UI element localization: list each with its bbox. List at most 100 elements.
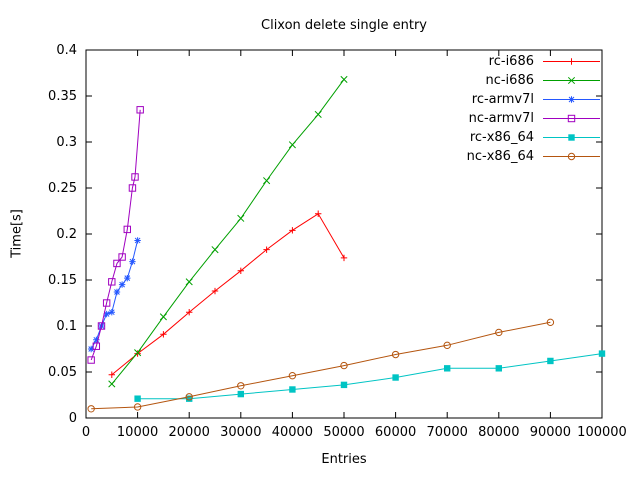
marker-asterisk bbox=[124, 275, 131, 282]
marker-plus bbox=[289, 227, 296, 234]
marker-square-open bbox=[131, 173, 139, 181]
series-line bbox=[137, 353, 603, 400]
marker-square-open bbox=[136, 106, 144, 114]
legend-label: nc-armv7l bbox=[468, 111, 534, 126]
y-tick-label: 0.35 bbox=[48, 89, 77, 104]
marker-cross bbox=[567, 76, 576, 85]
marker-plus bbox=[340, 254, 348, 262]
marker-cross bbox=[159, 313, 167, 321]
marker-cross bbox=[211, 246, 219, 254]
marker-circle-open bbox=[87, 405, 95, 413]
marker-asterisk bbox=[129, 258, 136, 265]
series-nc-armv7l bbox=[87, 106, 144, 364]
legend-item-rc-i686: rc-i686 bbox=[467, 52, 600, 71]
marker-cross bbox=[263, 177, 271, 185]
x-tick-label: 10000 bbox=[117, 425, 158, 440]
series-line bbox=[111, 79, 345, 385]
marker-cross bbox=[340, 75, 348, 83]
marker-asterisk bbox=[119, 281, 125, 288]
marker-plus bbox=[108, 371, 115, 378]
y-tick-label: 0.05 bbox=[48, 365, 77, 380]
legend-sample bbox=[543, 114, 600, 123]
marker-circle-open bbox=[546, 318, 555, 327]
marker-square-filled bbox=[134, 395, 141, 402]
marker-circle-open bbox=[288, 371, 297, 380]
marker-asterisk bbox=[108, 309, 115, 316]
marker-square-filled bbox=[568, 134, 575, 141]
series-rc-i686 bbox=[108, 210, 348, 378]
marker-square-filled bbox=[598, 350, 606, 357]
series-line bbox=[91, 321, 551, 410]
marker-square-open bbox=[118, 253, 126, 261]
marker-square-filled bbox=[392, 374, 399, 381]
marker-square-open bbox=[92, 342, 101, 350]
y-tick-label: 0.3 bbox=[56, 135, 77, 150]
marker-circle-open bbox=[133, 403, 142, 411]
marker-square-open bbox=[102, 299, 111, 307]
legend-label: rc-armv7l bbox=[471, 92, 534, 107]
marker-square-filled bbox=[444, 365, 451, 372]
x-tick-label: 20000 bbox=[169, 425, 210, 440]
x-tick-label: 50000 bbox=[323, 425, 364, 440]
marker-circle-open bbox=[567, 152, 576, 161]
legend-sample bbox=[543, 76, 600, 85]
marker-cross bbox=[314, 110, 322, 118]
legend-item-nc-i686: nc-i686 bbox=[467, 71, 600, 90]
marker-cross bbox=[185, 278, 193, 286]
marker-plus bbox=[568, 58, 575, 65]
y-tick-label: 0.2 bbox=[56, 227, 77, 242]
x-tick-label: 60000 bbox=[375, 425, 416, 440]
legend-item-rc-x86_64: rc-x86_64 bbox=[467, 128, 600, 147]
marker-asterisk bbox=[134, 237, 141, 244]
series-rc-x86_64 bbox=[134, 350, 606, 402]
marker-square-open bbox=[108, 278, 116, 286]
marker-square-filled bbox=[340, 381, 348, 389]
marker-square-filled bbox=[547, 357, 554, 365]
legend-label: nc-i686 bbox=[485, 73, 534, 88]
x-tick-label: 40000 bbox=[272, 425, 313, 440]
series-line bbox=[111, 213, 345, 376]
marker-square-open bbox=[123, 225, 131, 234]
marker-circle-open bbox=[237, 382, 245, 390]
marker-circle-open bbox=[340, 361, 348, 370]
legend-sample bbox=[543, 96, 600, 103]
legend-item-nc-armv7l: nc-armv7l bbox=[467, 109, 600, 128]
marker-plus bbox=[211, 287, 219, 295]
y-tick-label: 0.15 bbox=[48, 273, 77, 288]
x-axis-label: Entries bbox=[321, 452, 367, 467]
legend-sample bbox=[543, 58, 600, 65]
marker-plus bbox=[134, 350, 141, 357]
marker-square-filled bbox=[237, 390, 244, 398]
marker-cross bbox=[134, 349, 142, 357]
legend-sample bbox=[543, 152, 600, 161]
series-nc-i686 bbox=[108, 75, 348, 388]
marker-circle-open bbox=[495, 328, 503, 337]
marker-circle-open bbox=[185, 393, 193, 401]
marker-plus bbox=[263, 246, 270, 253]
series-line bbox=[90, 240, 139, 350]
y-tick-label: 0.25 bbox=[48, 181, 77, 196]
marker-square-open bbox=[87, 356, 95, 364]
marker-plus bbox=[160, 331, 167, 338]
x-tick-label: 0 bbox=[82, 425, 90, 440]
legend-item-rc-armv7l: rc-armv7l bbox=[467, 90, 600, 109]
marker-circle-open bbox=[443, 341, 451, 350]
marker-cross bbox=[237, 214, 245, 222]
marker-circle-open bbox=[391, 350, 400, 359]
marker-cross bbox=[288, 141, 296, 149]
marker-cross bbox=[108, 380, 116, 388]
plot-border bbox=[85, 49, 603, 419]
legend: rc-i686 nc-i686 rc-armv7l nc-armv7l rc-x86_6… bbox=[467, 52, 600, 166]
x-tick-label: 90000 bbox=[530, 425, 571, 440]
legend-label: rc-i686 bbox=[488, 54, 534, 69]
x-tick-label: 80000 bbox=[478, 425, 519, 440]
marker-square-open bbox=[113, 259, 121, 268]
marker-plus bbox=[315, 210, 322, 217]
marker-plus bbox=[186, 309, 193, 316]
legend-label: rc-x86_64 bbox=[469, 130, 534, 145]
legend-item-nc-x86_64: nc-x86_64 bbox=[467, 147, 600, 166]
series-rc-armv7l bbox=[87, 237, 141, 353]
x-tick-label: 70000 bbox=[427, 425, 468, 440]
